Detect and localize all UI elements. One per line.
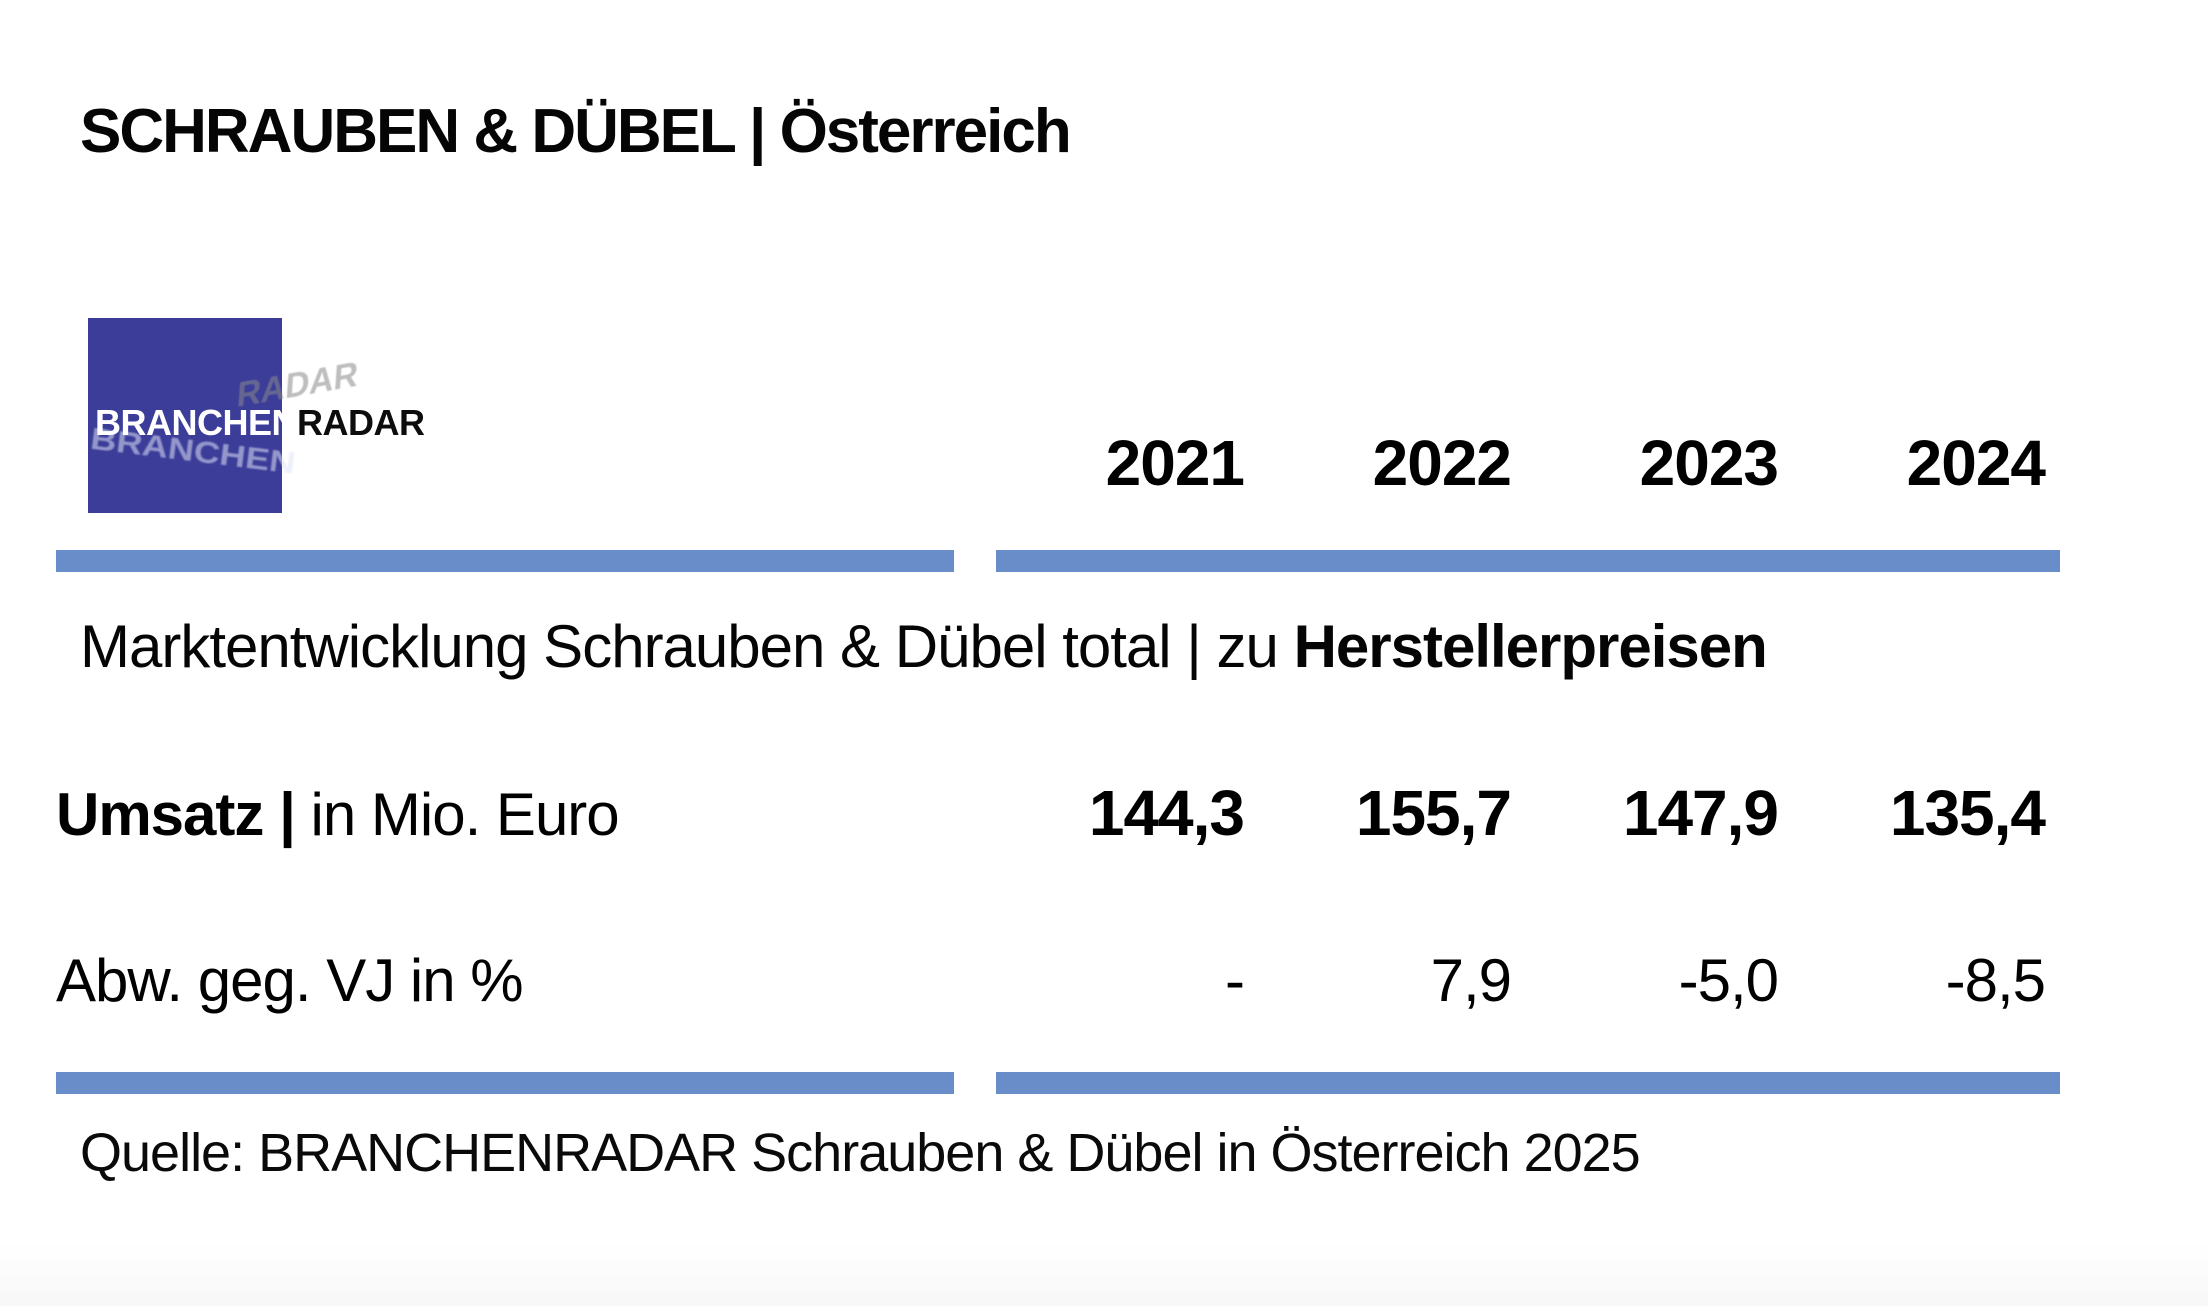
value-cell: 144,3 — [1088, 777, 1245, 849]
year-header: 2024 — [1906, 427, 2046, 499]
row-label: Umsatz | in Mio. Euro — [56, 780, 977, 849]
source-line: Quelle: BRANCHENRADAR Schrauben & Dübel … — [80, 1123, 1641, 1183]
value-cell: - — [1225, 947, 1245, 1014]
page-title: SCHRAUBEN & DÜBEL | Österreich — [80, 97, 1072, 166]
row-label: Abw. geg. VJ in % — [56, 946, 977, 1015]
year-header-row: 2021 2022 2023 2024 — [56, 426, 2046, 500]
bottom-band — [0, 1242, 2208, 1306]
top-rule-left — [56, 550, 954, 572]
table-row-umsatz: Umsatz | in Mio. Euro 144,3 155,7 147,9 … — [56, 776, 2046, 850]
section-title: Marktentwicklung Schrauben & Dübel total… — [80, 612, 1768, 681]
section-title-bold: Herstellerpreisen — [1293, 613, 1768, 680]
value-cell: 155,7 — [1355, 777, 1512, 849]
year-header: 2022 — [1372, 427, 1512, 499]
logo-square — [88, 318, 282, 513]
value-cell: -8,5 — [1945, 947, 2046, 1014]
value-cell: 135,4 — [1889, 777, 2046, 849]
brand-logo: RADAR BRANCHEN BRANCHENRADAR — [88, 318, 508, 528]
section-title-regular: Marktentwicklung Schrauben & Dübel total… — [80, 613, 1294, 680]
row-label-regular: Abw. geg. VJ in % — [56, 947, 524, 1014]
value-cell: -5,0 — [1678, 947, 1779, 1014]
value-cell: 147,9 — [1622, 777, 1779, 849]
value-cell: 7,9 — [1430, 947, 1512, 1014]
logo-text: BRANCHENRADAR — [95, 402, 425, 444]
table-row-abw: Abw. geg. VJ in % - 7,9 -5,0 -8,5 — [56, 946, 2046, 1015]
row-label-bold: Umsatz | — [56, 781, 311, 848]
logo-text-radar: RADAR — [297, 402, 425, 443]
row-label-regular: in Mio. Euro — [310, 781, 620, 848]
year-header: 2023 — [1639, 427, 1779, 499]
bottom-rule-left — [56, 1072, 954, 1094]
year-header: 2021 — [1105, 427, 1245, 499]
bottom-rule-right — [996, 1072, 2060, 1094]
top-rule-right — [996, 550, 2060, 572]
logo-text-branchen: BRANCHEN — [95, 402, 298, 443]
